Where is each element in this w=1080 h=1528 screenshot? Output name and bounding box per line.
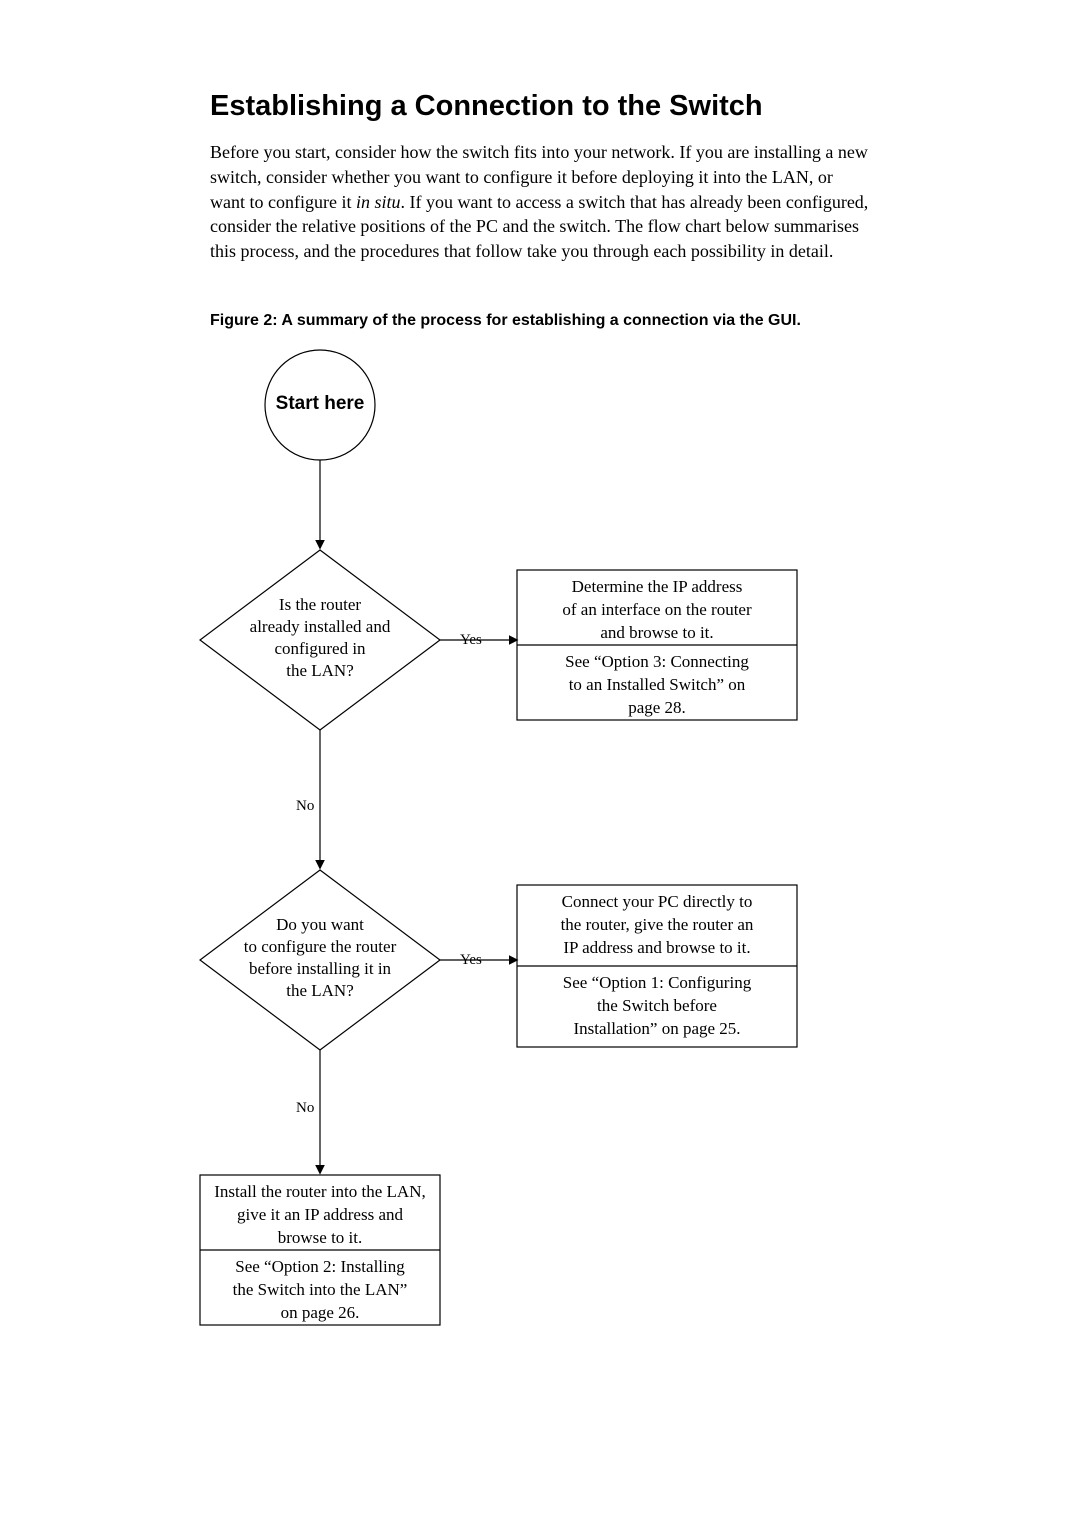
flowchart-box-1-top: Determine the IP addressof an interface … [517, 576, 797, 645]
flowchart-decision-1: Is the routeralready installed andconfig… [210, 594, 430, 682]
flowchart-box-3-bottom: See “Option 2: Installingthe Switch into… [200, 1256, 440, 1325]
page: Establishing a Connection to the Switch … [0, 0, 1080, 1528]
flowchart-box-3-top: Install the router into the LAN,give it … [200, 1181, 440, 1250]
flowchart-edge-label-5: No [296, 1100, 314, 1117]
flowchart-start: Start here [260, 393, 380, 415]
flowchart-box-1-bottom: See “Option 3: Connectingto an Installed… [517, 651, 797, 720]
flowchart-box-2-bottom: See “Option 1: Configuringthe Switch bef… [517, 972, 797, 1041]
flowchart-box-2-top: Connect your PC directly tothe router, g… [517, 891, 797, 960]
flowchart-edge-label-2: No [296, 798, 314, 815]
flowchart-svg [0, 0, 1080, 1528]
flowchart-edge-label-3: Yes [460, 632, 482, 649]
flowchart-decision-2: Do you wantto configure the routerbefore… [210, 914, 430, 1002]
flowchart-edge-label-4: Yes [460, 952, 482, 969]
